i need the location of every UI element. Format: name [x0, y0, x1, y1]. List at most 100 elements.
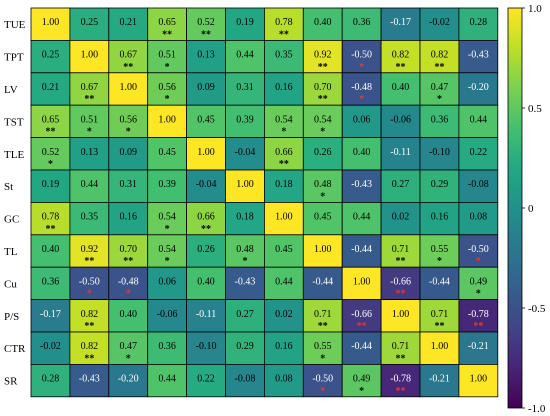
heatmap-cell	[30, 234, 71, 268]
heatmap-cell	[263, 331, 304, 365]
heatmap-cell	[225, 104, 265, 138]
heatmap-cell	[69, 137, 110, 171]
heatmap-cell	[69, 7, 110, 41]
heatmap-cell	[186, 363, 226, 398]
heatmap-cell	[186, 201, 226, 236]
significance-marker: *	[165, 256, 170, 267]
cell-value: 0.55	[431, 244, 449, 255]
cell-value: -0.04	[235, 147, 256, 158]
heatmap-cell	[263, 72, 304, 106]
significance-marker: *	[320, 353, 325, 364]
significance-marker: **	[318, 94, 328, 105]
cell-value: 0.08	[470, 212, 488, 223]
row-label: TUE	[4, 19, 26, 31]
significance-marker: **	[45, 224, 55, 235]
heatmap-cell	[108, 234, 149, 268]
cell-value: -0.43	[235, 276, 256, 287]
cell-value: 0.19	[236, 17, 254, 28]
cell-value: 0.67	[81, 82, 99, 93]
cell-value: 0.09	[197, 82, 215, 93]
row-label: CTR	[4, 343, 26, 355]
cell-value: 0.92	[81, 244, 99, 255]
heatmap-cell	[186, 299, 226, 333]
significance-marker: **	[357, 321, 367, 332]
significance-marker: **	[396, 386, 406, 397]
colorbar-tick-label: -1.0	[528, 403, 546, 415]
significance-marker: **	[201, 29, 211, 40]
cell-value: 0.28	[42, 374, 60, 385]
cell-value: 0.56	[120, 114, 138, 125]
cell-value: 0.51	[158, 50, 176, 61]
significance-marker: *	[165, 62, 170, 73]
cell-value: 0.45	[314, 212, 332, 223]
heatmap-cell	[458, 7, 499, 41]
cell-value: 1.00	[42, 17, 60, 28]
cell-value: 0.16	[120, 212, 138, 223]
cell-value: -0.04	[196, 179, 217, 190]
heatmap-cell	[380, 363, 421, 398]
heatmap-cell	[341, 104, 382, 138]
cell-value: 0.40	[314, 17, 332, 28]
cell-value: 0.31	[236, 82, 254, 93]
heatmap-cell	[69, 299, 110, 333]
heatmap-cell	[341, 40, 382, 74]
cell-value: 0.54	[158, 244, 176, 255]
cell-value: -0.02	[40, 341, 61, 352]
heatmap-cell	[225, 331, 265, 365]
cell-value: 0.65	[42, 114, 60, 125]
cell-value: 0.82	[392, 50, 410, 61]
significance-marker: *	[126, 353, 131, 364]
cell-value: 0.44	[158, 374, 176, 385]
cell-value: -0.48	[118, 276, 139, 287]
heatmap-cell	[108, 104, 149, 138]
cell-value: 0.48	[236, 244, 254, 255]
cell-value: 0.19	[42, 179, 60, 190]
cell-value: 1.00	[275, 212, 293, 223]
heatmap-cell	[147, 40, 187, 74]
cell-value: -0.20	[118, 374, 139, 385]
significance-marker: **	[473, 321, 483, 332]
heatmap-cell	[30, 104, 71, 138]
cell-value: 0.44	[470, 114, 488, 125]
cell-value: 0.16	[275, 82, 293, 93]
cell-value: 0.44	[236, 50, 254, 61]
cell-value: 0.49	[470, 276, 488, 287]
significance-marker: *	[320, 127, 325, 138]
significance-marker: **	[162, 29, 172, 40]
significance-marker: **	[84, 321, 94, 332]
heatmap-cell	[458, 104, 499, 138]
cell-value: 0.54	[275, 114, 293, 125]
heatmap-cell	[30, 331, 71, 365]
cell-value: -0.44	[351, 341, 372, 352]
heatmap-cell	[341, 201, 382, 236]
significance-marker: **	[396, 289, 406, 300]
significance-marker: **	[84, 94, 94, 105]
significance-marker: *	[437, 256, 442, 267]
significance-marker: **	[396, 256, 406, 267]
cell-value: 0.35	[275, 50, 293, 61]
heatmap-cell	[225, 201, 265, 236]
significance-marker: *	[320, 191, 325, 202]
significance-marker: *	[476, 256, 481, 267]
cell-value: 0.55	[314, 341, 332, 352]
heatmap-cell	[458, 266, 499, 301]
cell-value: -0.08	[235, 374, 256, 385]
significance-marker: **	[201, 224, 211, 235]
cell-value: 0.40	[197, 276, 215, 287]
heatmap-cell	[108, 331, 149, 365]
cell-value: 0.06	[353, 114, 371, 125]
cell-value: 0.18	[275, 179, 293, 190]
cell-value: 0.54	[314, 114, 332, 125]
heatmap-cell	[225, 7, 265, 41]
row-label: TL	[4, 246, 18, 258]
cell-value: -0.11	[390, 147, 410, 158]
cell-value: 1.00	[353, 276, 371, 287]
heatmap-cell	[147, 104, 187, 138]
cell-value: 1.00	[197, 147, 215, 158]
heatmap-cell	[225, 363, 265, 398]
heatmap-cell	[341, 266, 382, 301]
cell-value: 0.26	[314, 147, 332, 158]
cell-value: 0.65	[158, 17, 176, 28]
heatmap-cell	[302, 331, 343, 365]
